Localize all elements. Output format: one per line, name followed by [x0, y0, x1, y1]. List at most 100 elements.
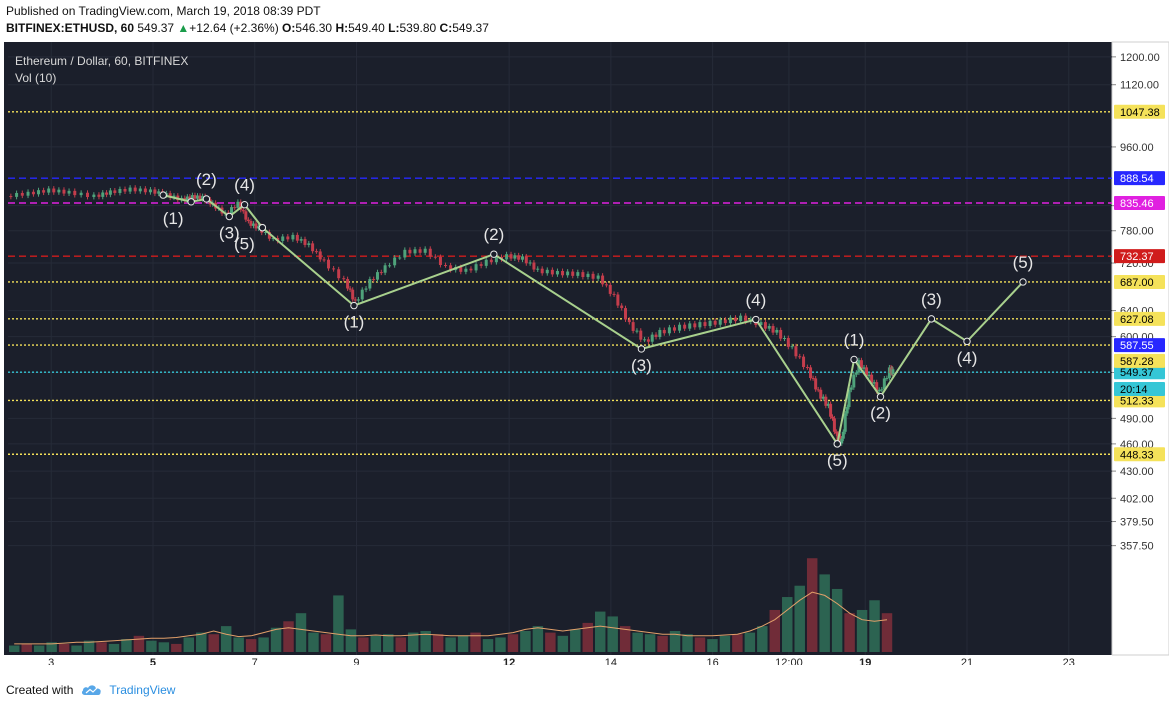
candle-body — [744, 315, 748, 322]
candle-body — [494, 256, 498, 263]
candle-body — [718, 319, 722, 325]
candle-body — [246, 219, 250, 222]
candle-body — [849, 387, 853, 390]
candle-body — [257, 226, 261, 229]
price-tag-label: 687.00 — [1120, 277, 1154, 289]
volume-bar — [407, 632, 419, 652]
close-label: C: — [439, 21, 453, 35]
candle-body — [627, 319, 631, 323]
candle-body — [571, 271, 575, 276]
candle-body — [398, 257, 402, 259]
candle-body — [683, 324, 687, 329]
volume-bar — [694, 637, 706, 652]
wave-label: (4) — [234, 176, 255, 195]
price-tag-label: 888.54 — [1120, 173, 1154, 185]
candle-body — [372, 279, 376, 281]
volume-bar — [445, 637, 456, 652]
candle-body — [604, 284, 608, 286]
candle-body — [532, 262, 536, 270]
candle-body — [236, 201, 240, 208]
volume-bar — [869, 600, 880, 652]
candle-body — [393, 257, 397, 266]
x-tick-label: 14 — [605, 657, 617, 665]
candle-body — [190, 195, 194, 200]
wave-point — [258, 223, 267, 232]
candle-body — [264, 232, 268, 234]
candle-body — [342, 278, 346, 280]
candle-body — [555, 270, 559, 275]
price-tag-box — [1114, 196, 1165, 211]
volume-bar — [532, 626, 544, 652]
candle-body — [708, 320, 712, 327]
candle-body — [118, 188, 122, 193]
price-tag-label: 20:14 — [1120, 384, 1148, 396]
candle-body — [698, 322, 702, 328]
wave-point — [963, 337, 971, 346]
volume-bar — [158, 642, 170, 652]
candle-body — [423, 248, 427, 253]
candle-body — [295, 234, 299, 241]
volume-bar — [769, 609, 781, 652]
volume-bar — [133, 635, 145, 652]
candle-body — [474, 264, 478, 271]
wave-point — [225, 212, 234, 221]
candle-body — [713, 320, 717, 325]
volume-bar — [432, 634, 444, 652]
volume-bar — [320, 634, 332, 652]
volume-bar — [632, 632, 643, 652]
volume-bar — [744, 632, 756, 652]
candle-body — [196, 195, 200, 199]
candle-body — [771, 326, 775, 333]
candle-body — [734, 317, 738, 322]
price-chart[interactable]: 1200.001120.00960.00830.00780.00720.0064… — [0, 0, 1169, 665]
candle-body — [123, 188, 127, 192]
volume-bar — [819, 574, 830, 652]
candle-body — [148, 189, 152, 193]
candle-body — [444, 265, 448, 267]
candle-body — [489, 259, 493, 263]
candle-body — [852, 374, 856, 388]
y-tick-label: 1120.00 — [1120, 80, 1159, 92]
candle-body — [658, 329, 662, 337]
candle-body — [834, 431, 838, 434]
candle-body — [576, 272, 580, 276]
candle-body — [375, 272, 379, 280]
candle-body — [520, 256, 524, 260]
candle-body — [631, 322, 635, 331]
candle-body — [108, 190, 112, 195]
candle-body — [113, 190, 117, 193]
wave-label: (5) — [827, 451, 848, 470]
candle-body — [561, 270, 565, 276]
candle-body — [524, 256, 528, 264]
candle-body — [47, 188, 51, 193]
volume-bar — [657, 635, 668, 652]
price-tag-label: 587.55 — [1120, 340, 1154, 352]
x-tick-label: 12 — [503, 657, 515, 665]
candle-body — [73, 190, 77, 196]
candle-body — [650, 334, 654, 342]
volume-bar — [220, 626, 232, 652]
candle-body — [620, 305, 624, 309]
candle-body — [786, 337, 790, 347]
candle-body — [819, 389, 823, 399]
candle-body — [790, 346, 794, 348]
candle-body — [251, 223, 255, 226]
volume-bar — [757, 626, 768, 652]
candle-body — [185, 196, 189, 201]
candle-body — [872, 382, 876, 384]
volume-bar — [258, 637, 269, 652]
candle-body — [351, 289, 355, 300]
volume-bar — [71, 645, 82, 652]
wave-point — [927, 315, 936, 323]
volume-bar — [395, 637, 406, 652]
candle-body — [138, 188, 142, 192]
volume-bar — [782, 597, 793, 652]
candle-body — [291, 234, 295, 240]
price-tag-box — [1114, 365, 1165, 380]
x-tick-label: 5 — [150, 657, 156, 665]
wave-label: (3) — [921, 290, 942, 309]
wave-point — [876, 393, 885, 401]
tradingview-brand[interactable]: TradingView — [109, 683, 176, 697]
candle-body — [143, 188, 147, 193]
candle-body — [281, 236, 285, 241]
